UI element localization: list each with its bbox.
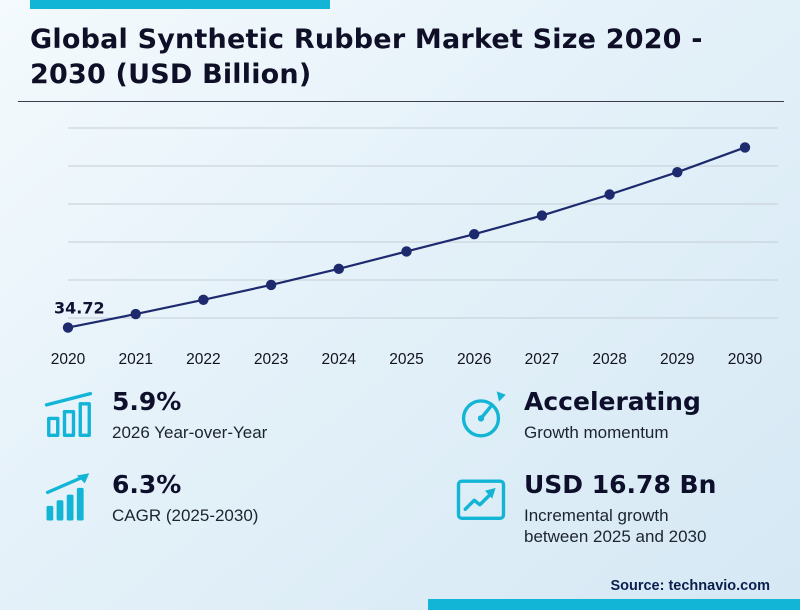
- stat-momentum: Accelerating Growth momentum: [454, 387, 780, 443]
- stat-label: Incremental growth between 2025 and 2030: [524, 505, 707, 547]
- x-axis-label: 2021: [118, 351, 152, 368]
- x-axis-label: 2020: [51, 351, 86, 368]
- trend-line: [67, 146, 746, 329]
- data-point: [739, 142, 751, 153]
- data-point: [130, 309, 141, 320]
- stats-grid: 5.9% 2026 Year-over-Year Accelerating Gr…: [42, 387, 780, 547]
- x-axis-label: 2028: [592, 351, 626, 368]
- data-point: [265, 279, 277, 291]
- x-axis-label: 2023: [254, 351, 288, 368]
- data-point: [333, 263, 344, 275]
- stat-text: 6.3% CAGR (2025-2030): [112, 470, 259, 526]
- stat-value: 5.9%: [112, 387, 182, 417]
- data-point: [604, 189, 615, 200]
- stat-text: USD 16.78 Bn Incremental growth between …: [524, 470, 736, 547]
- title-divider: [18, 101, 784, 103]
- stat-text: Accelerating Growth momentum: [524, 387, 701, 443]
- data-point: [198, 294, 209, 306]
- growth-chart-icon: [454, 471, 508, 525]
- bar-chart-icon: [42, 388, 96, 442]
- stat-value: USD 16.78 Bn: [524, 470, 717, 500]
- market-size-line-chart: 2020 2021 2022 2023 2024 2025 2026 2027 2028 2029…: [51, 127, 778, 368]
- x-axis-label: 2026: [457, 351, 491, 368]
- stat-yoy-growth: 5.9% 2026 Year-over-Year: [42, 387, 454, 443]
- data-point: [469, 229, 480, 240]
- x-axis-label: 2025: [389, 351, 423, 368]
- source-credit: Source: technavio.com: [610, 578, 770, 594]
- trend-bars-icon: [42, 471, 96, 525]
- x-axis-label: 2022: [186, 351, 220, 368]
- top-accent-strip: [30, 0, 330, 9]
- x-axis-label: 2027: [525, 351, 559, 368]
- stat-value: 6.3%: [112, 470, 182, 500]
- stat-label: 2026 Year-over-Year: [112, 422, 268, 442]
- stat-cagr: 6.3% CAGR (2025-2030): [42, 470, 454, 547]
- stat-value: Accelerating: [524, 387, 701, 417]
- stat-label: Growth momentum: [524, 422, 669, 442]
- data-point-label: 34.72: [54, 299, 105, 318]
- data-point: [672, 167, 683, 178]
- page-title: Global Synthetic Rubber Market Size 2020…: [30, 24, 703, 91]
- x-axis-label: 2029: [660, 351, 694, 368]
- gauge-icon: [454, 388, 508, 442]
- data-point: [62, 322, 74, 333]
- x-axis-label: 2024: [322, 351, 357, 368]
- stat-text: 5.9% 2026 Year-over-Year: [112, 387, 268, 443]
- data-point: [536, 210, 548, 221]
- x-axis-label: 2030: [728, 351, 763, 368]
- data-point: [401, 246, 412, 257]
- stat-incremental-growth: USD 16.78 Bn Incremental growth between …: [454, 470, 780, 547]
- stat-label: CAGR (2025-2030): [112, 505, 259, 525]
- bottom-accent-strip: [428, 599, 800, 610]
